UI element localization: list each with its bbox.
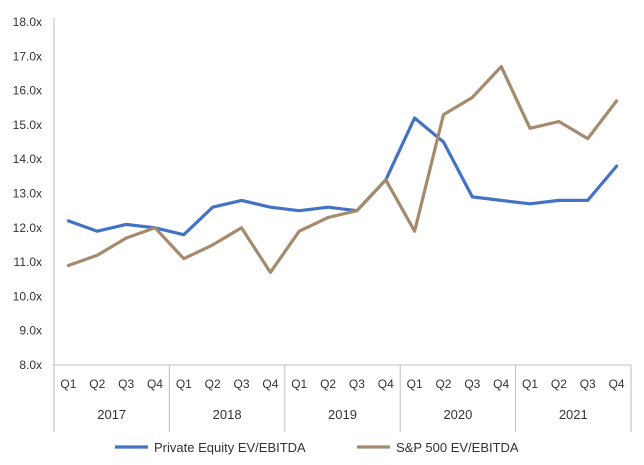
y-tick-label: 13.0x: [13, 187, 42, 201]
x-tick-label: Q1: [291, 377, 307, 391]
x-tick-label: Q3: [349, 377, 365, 391]
x-tick-label: Q4: [609, 377, 625, 391]
x-tick-label: Q2: [205, 377, 221, 391]
x-tick-label: Q2: [435, 377, 451, 391]
y-tick-label: 14.0x: [13, 152, 42, 166]
x-tick-label: Q1: [407, 377, 423, 391]
legend-label: S&P 500 EV/EBITDA: [396, 440, 519, 455]
y-tick-label: 16.0x: [13, 84, 42, 98]
x-tick-label: Q4: [378, 377, 394, 391]
x-tick-label: Q4: [262, 377, 278, 391]
y-tick-label: 17.0x: [13, 49, 42, 63]
x-tick-label: Q3: [464, 377, 480, 391]
chart-legend: Private Equity EV/EBITDA S&P 500 EV/EBITD…: [115, 440, 519, 455]
chart-series: [66, 64, 619, 274]
x-tick-label: Q3: [118, 377, 134, 391]
year-label: 2019: [328, 407, 357, 422]
x-tick-label: Q1: [522, 377, 538, 391]
year-label: 2020: [443, 407, 472, 422]
x-tick-label: Q2: [320, 377, 336, 391]
x-tick-label: Q3: [580, 377, 596, 391]
chart-axes: 8.0x 9.0x 10.0x 11.0x 12.0x 13.0x 14.0x 15.0x 16…: [13, 15, 632, 432]
y-tick-label: 12.0x: [13, 221, 42, 235]
x-tick-label: Q4: [493, 377, 509, 391]
y-tick-label: 10.0x: [13, 289, 42, 303]
x-tick-label: Q2: [89, 377, 105, 391]
series-line-1: [66, 116, 619, 237]
year-label: 2018: [213, 407, 242, 422]
x-tick-label: Q1: [176, 377, 192, 391]
series-line-2: [66, 64, 619, 274]
y-tick-label: 9.0x: [19, 324, 42, 338]
x-tick-label: Q3: [234, 377, 250, 391]
x-tick-label: Q4: [147, 377, 163, 391]
y-tick-label: 8.0x: [19, 358, 42, 372]
y-tick-label: 18.0x: [13, 15, 42, 29]
year-label: 2021: [559, 407, 588, 422]
y-tick-label: 15.0x: [13, 118, 42, 132]
y-tick-label: 11.0x: [14, 255, 42, 269]
x-tick-label: Q2: [551, 377, 567, 391]
x-tick-label: Q1: [60, 377, 76, 391]
year-label: 2017: [97, 407, 126, 422]
legend-label: Private Equity EV/EBITDA: [154, 440, 306, 455]
